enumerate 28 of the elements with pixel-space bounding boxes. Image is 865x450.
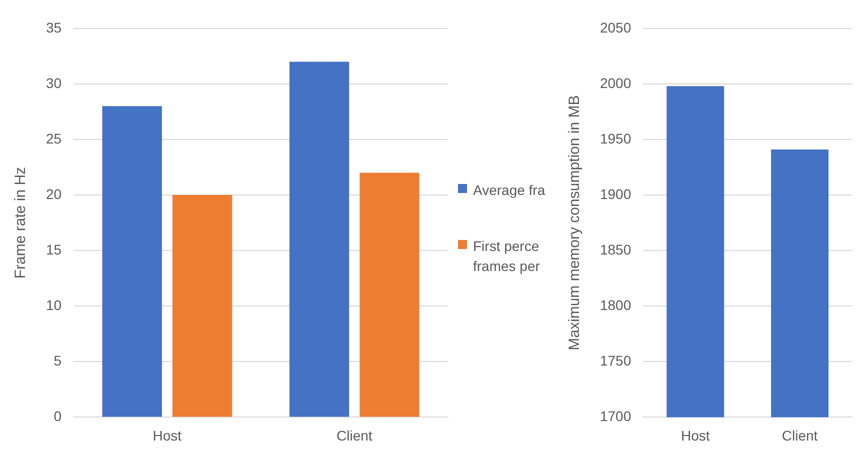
- y-tick-label: 5: [54, 352, 62, 369]
- y-tick-label: 1750: [600, 352, 632, 369]
- y-axis-title: Frame rate in Hz: [12, 166, 30, 279]
- y-tick-label: 25: [46, 130, 62, 146]
- x-tick-label: Client: [336, 427, 372, 444]
- y-tick-label: 30: [46, 74, 62, 91]
- y-tick-label: 2000: [600, 74, 632, 91]
- y-tick-label: 0: [54, 408, 62, 424]
- bar: [289, 62, 350, 417]
- y-tick-label: 1850: [600, 241, 632, 258]
- y-tick-label: 35: [46, 19, 62, 36]
- y-tick-label: 1800: [600, 296, 632, 313]
- legend-label: Average fra: [473, 181, 546, 200]
- y-tick-label: 1950: [600, 130, 632, 146]
- y-tick-label: 1900: [600, 186, 632, 202]
- y-tick-label: 1700: [600, 408, 632, 424]
- bar: [172, 195, 232, 417]
- x-tick-label: Host: [680, 427, 710, 444]
- x-tick-label: Client: [782, 427, 818, 444]
- y-tick-label: 10: [46, 296, 62, 313]
- y-tick-label: 20: [46, 186, 62, 202]
- legend-label: First perce frames per: [473, 237, 541, 276]
- y-axis-title: Maximum memory consumption in MB: [566, 95, 584, 350]
- y-tick-label: 2050: [600, 19, 632, 36]
- bar: [360, 172, 420, 417]
- x-tick-label: Host: [152, 427, 182, 444]
- y-tick-label: 15: [46, 241, 62, 258]
- bar: [102, 106, 162, 417]
